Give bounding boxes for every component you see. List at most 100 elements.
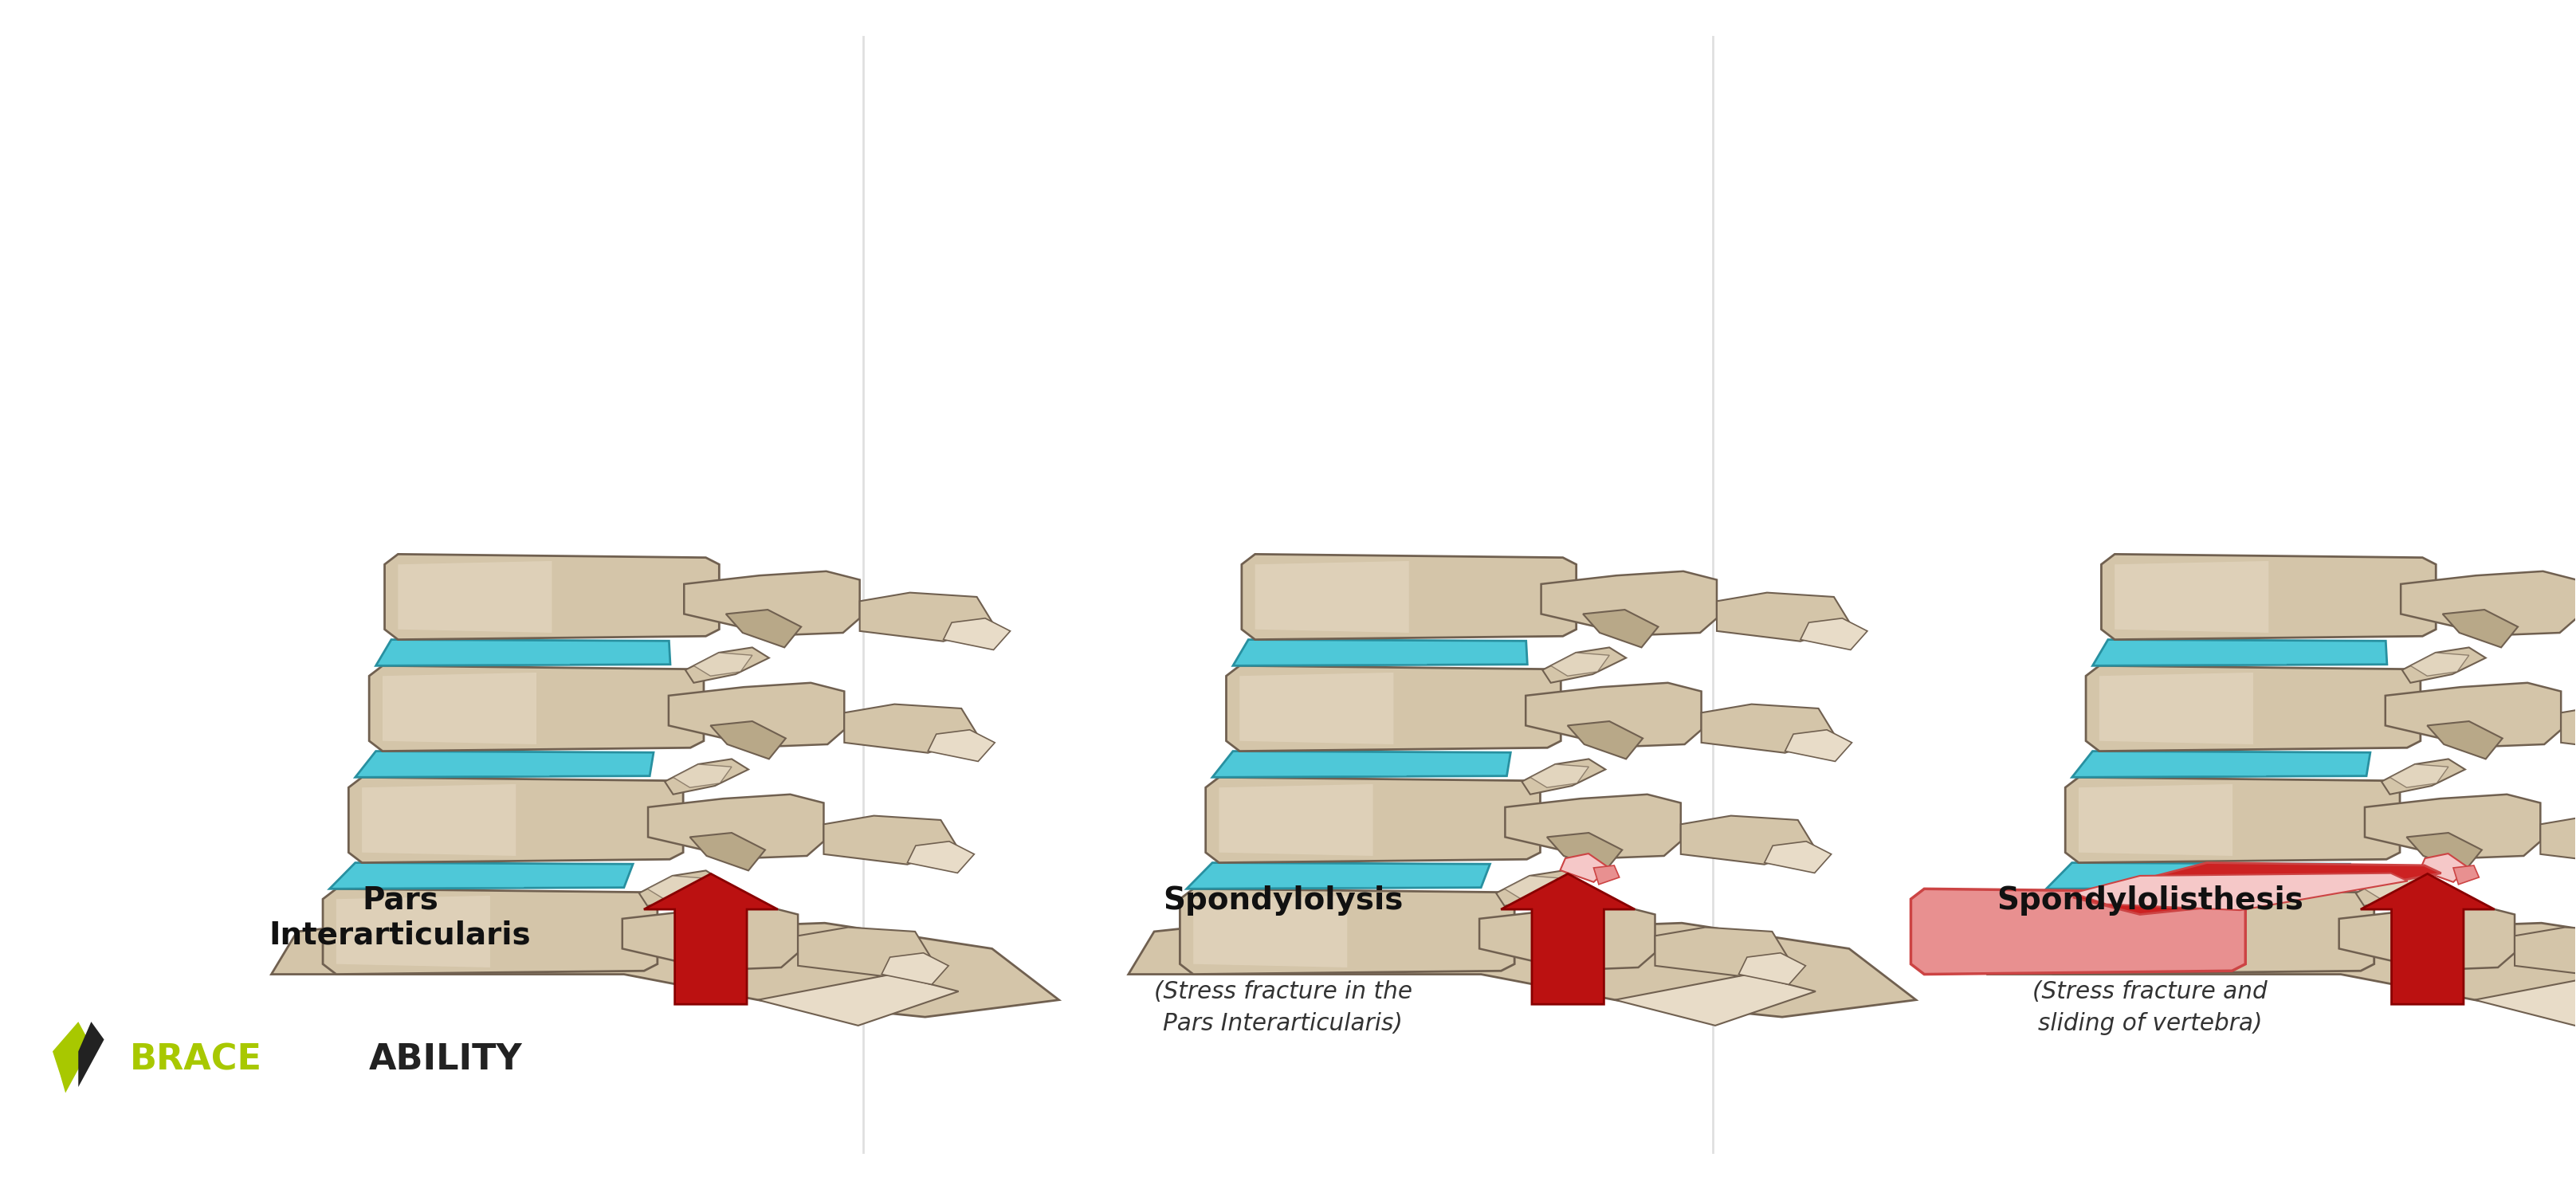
- Text: Spondylolisthesis: Spondylolisthesis: [1996, 886, 2303, 916]
- Polygon shape: [1128, 914, 1917, 1017]
- Polygon shape: [1739, 952, 1806, 984]
- Polygon shape: [2385, 682, 2561, 747]
- Polygon shape: [322, 889, 657, 974]
- Polygon shape: [2074, 873, 2409, 911]
- Polygon shape: [665, 759, 750, 794]
- Polygon shape: [2066, 778, 2401, 863]
- Polygon shape: [1218, 784, 1373, 856]
- Polygon shape: [1193, 876, 1388, 887]
- Polygon shape: [1561, 854, 1610, 882]
- Polygon shape: [1504, 876, 1564, 899]
- Polygon shape: [2476, 974, 2576, 1026]
- Polygon shape: [2360, 874, 2494, 1005]
- Polygon shape: [672, 765, 732, 787]
- Polygon shape: [1502, 874, 1636, 1005]
- Text: (Stress fracture and
sliding of vertebra): (Stress fracture and sliding of vertebra…: [2032, 980, 2267, 1036]
- Polygon shape: [711, 722, 786, 759]
- Polygon shape: [1530, 765, 1589, 787]
- Polygon shape: [2053, 876, 2249, 887]
- Polygon shape: [1522, 759, 1605, 794]
- Polygon shape: [649, 794, 824, 858]
- Polygon shape: [363, 765, 554, 776]
- Polygon shape: [1584, 610, 1659, 648]
- Polygon shape: [799, 927, 933, 976]
- Polygon shape: [1239, 653, 1427, 665]
- Polygon shape: [927, 730, 994, 761]
- Polygon shape: [1255, 561, 1409, 633]
- Polygon shape: [330, 863, 634, 889]
- Polygon shape: [2079, 784, 2233, 856]
- Polygon shape: [1180, 889, 1515, 974]
- Polygon shape: [1548, 832, 1623, 870]
- Polygon shape: [1213, 751, 1510, 778]
- Polygon shape: [1716, 592, 1850, 641]
- Polygon shape: [2079, 765, 2269, 776]
- Polygon shape: [685, 571, 860, 635]
- Polygon shape: [1543, 648, 1625, 682]
- Polygon shape: [1911, 889, 2246, 974]
- Polygon shape: [337, 876, 533, 887]
- Polygon shape: [1206, 778, 1540, 863]
- Polygon shape: [1680, 816, 1814, 864]
- Polygon shape: [1218, 765, 1409, 776]
- Polygon shape: [1569, 722, 1643, 759]
- Polygon shape: [1989, 914, 2576, 1017]
- Polygon shape: [881, 952, 948, 984]
- Polygon shape: [2040, 889, 2375, 974]
- Polygon shape: [2087, 666, 2421, 751]
- Polygon shape: [2561, 704, 2576, 753]
- Polygon shape: [639, 870, 724, 906]
- Polygon shape: [2339, 906, 2514, 970]
- Polygon shape: [1551, 653, 1610, 677]
- Polygon shape: [757, 974, 958, 1026]
- Polygon shape: [1193, 895, 1347, 968]
- Polygon shape: [2452, 866, 2478, 885]
- Polygon shape: [845, 704, 979, 753]
- Polygon shape: [2540, 816, 2576, 864]
- Polygon shape: [2102, 554, 2437, 640]
- Polygon shape: [2365, 876, 2421, 899]
- Polygon shape: [1188, 863, 1489, 889]
- Polygon shape: [397, 561, 551, 633]
- Polygon shape: [623, 906, 799, 970]
- Polygon shape: [2092, 640, 2388, 666]
- Polygon shape: [2053, 895, 2208, 968]
- Polygon shape: [2419, 854, 2468, 882]
- Polygon shape: [337, 895, 489, 968]
- Polygon shape: [2115, 561, 2269, 633]
- Polygon shape: [1226, 666, 1561, 751]
- Polygon shape: [824, 816, 958, 864]
- Polygon shape: [1525, 682, 1700, 747]
- Polygon shape: [1540, 571, 1716, 635]
- Polygon shape: [1242, 554, 1577, 640]
- Polygon shape: [2074, 863, 2442, 914]
- Polygon shape: [2401, 571, 2576, 635]
- Polygon shape: [2380, 759, 2465, 794]
- Polygon shape: [1479, 906, 1654, 970]
- Polygon shape: [943, 618, 1010, 650]
- Polygon shape: [2099, 673, 2254, 744]
- Polygon shape: [2045, 863, 2349, 889]
- Polygon shape: [1239, 673, 1394, 744]
- Polygon shape: [1595, 866, 1620, 885]
- Polygon shape: [647, 876, 706, 899]
- Polygon shape: [1504, 794, 1680, 858]
- Text: ABILITY: ABILITY: [368, 1043, 523, 1077]
- Polygon shape: [1765, 842, 1832, 873]
- Polygon shape: [2401, 648, 2486, 682]
- Polygon shape: [1234, 640, 1528, 666]
- Polygon shape: [376, 640, 670, 666]
- Polygon shape: [384, 673, 536, 744]
- Polygon shape: [355, 751, 654, 778]
- Text: Pars
Interarticularis: Pars Interarticularis: [268, 886, 531, 951]
- Polygon shape: [2411, 653, 2468, 677]
- Polygon shape: [52, 1021, 90, 1093]
- Polygon shape: [348, 778, 683, 863]
- Polygon shape: [1654, 927, 1788, 976]
- Text: Spondylolysis: Spondylolysis: [1162, 886, 1404, 916]
- Text: BRACE: BRACE: [129, 1043, 263, 1077]
- Polygon shape: [270, 914, 1059, 1017]
- Polygon shape: [693, 653, 752, 677]
- Polygon shape: [2514, 927, 2576, 976]
- Polygon shape: [2442, 610, 2517, 648]
